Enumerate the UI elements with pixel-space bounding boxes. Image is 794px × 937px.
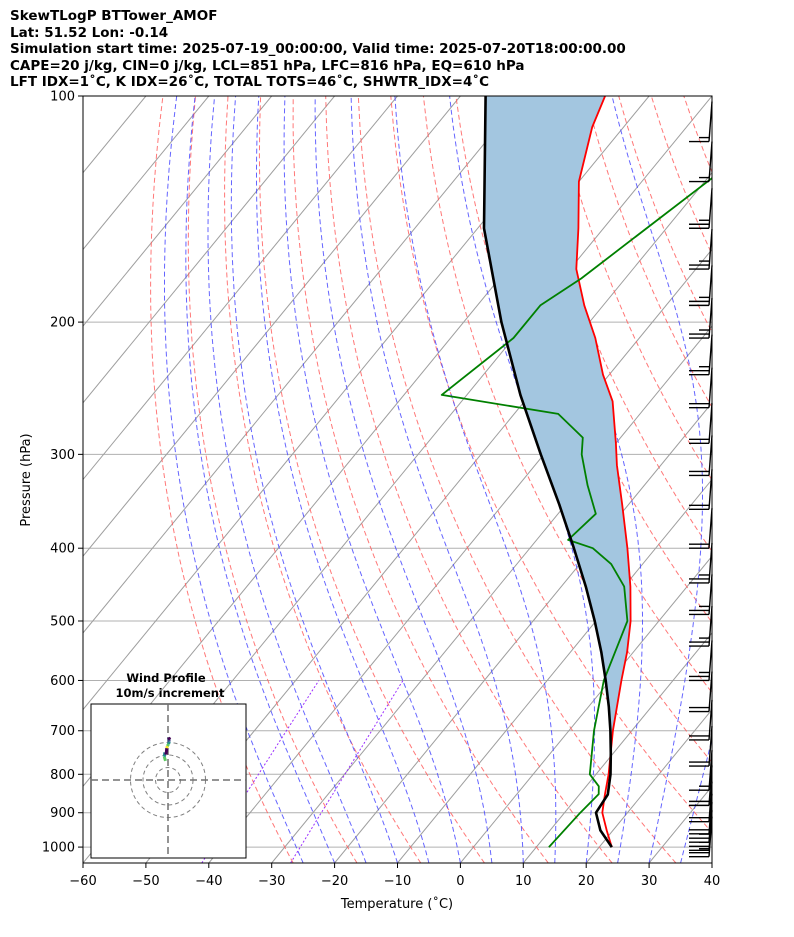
moist-adiabat xyxy=(711,861,712,863)
y-tick-label: 200 xyxy=(50,316,75,331)
dry-adiabat xyxy=(292,96,549,863)
x-tick-label: −10 xyxy=(384,874,411,889)
x-tick-label: 10 xyxy=(515,874,532,889)
isotherm-line xyxy=(83,96,524,634)
dry-adiabat xyxy=(716,96,794,863)
chart-header: SkewTLogP BTTower_AMOF Lat: 51.52 Lon: -… xyxy=(10,8,626,91)
y-tick-label: 300 xyxy=(50,448,75,463)
hodograph-segment xyxy=(165,745,169,749)
cape-shading xyxy=(484,96,631,798)
moist-adiabat xyxy=(314,96,493,863)
moist-adiabat xyxy=(611,96,703,863)
dry-adiabat xyxy=(390,96,712,834)
hodograph-segment xyxy=(164,747,169,755)
dewpoint-profile xyxy=(440,176,712,848)
indices-line: CAPE=20 j/kg, CIN=0 j/kg, LCL=851 hPa, L… xyxy=(10,57,525,74)
mixing-ratio-line xyxy=(290,680,404,863)
isotherm-line xyxy=(83,96,273,327)
hodograph-segment xyxy=(166,743,170,747)
isotherm-line xyxy=(83,96,84,97)
moist-adiabat xyxy=(164,96,304,863)
x-tick-label: −40 xyxy=(195,874,222,889)
isotherm-line xyxy=(83,96,461,557)
isotherm-line xyxy=(585,708,712,863)
y-tick-label: 700 xyxy=(50,724,75,739)
sounding-profiles xyxy=(440,96,712,848)
isotherm-line xyxy=(711,862,712,863)
dry-adiabat xyxy=(357,96,677,863)
x-tick-label: 20 xyxy=(578,874,595,889)
wind-profile-inset: Wind Profile 10m/s increment xyxy=(90,671,247,859)
moist-adiabat xyxy=(256,96,430,863)
dry-adiabat xyxy=(187,96,358,863)
isotherm-line xyxy=(83,96,398,481)
isotherm-line xyxy=(83,96,587,711)
dry-adiabat xyxy=(150,96,294,863)
temperature-profile xyxy=(575,96,632,848)
moist-adiabat xyxy=(207,96,367,863)
moist-adiabat xyxy=(350,96,524,863)
x-tick-label: 40 xyxy=(704,874,721,889)
x-tick-label: −50 xyxy=(132,874,159,889)
isotherm-line xyxy=(83,96,210,251)
dry-adiabat xyxy=(749,96,794,863)
wind-barbs xyxy=(689,101,713,858)
dry-adiabat xyxy=(325,96,613,863)
dry-adiabat xyxy=(422,96,712,764)
x-tick-label: −20 xyxy=(321,874,348,889)
parcel-profile xyxy=(482,96,613,848)
isotherm-line xyxy=(522,632,712,863)
cape-area xyxy=(484,96,631,798)
y-tick-label: 100 xyxy=(50,90,75,105)
time-line: Simulation start time: 2025-07-19_00:00:… xyxy=(10,41,626,57)
dry-adiabat xyxy=(553,96,712,481)
moist-adiabat xyxy=(283,96,461,863)
chart-title: SkewTLogP BTTower_AMOF xyxy=(10,8,218,24)
x-tick-label: 30 xyxy=(641,874,658,889)
y-tick-label: 600 xyxy=(50,674,75,689)
location-line: Lat: 51.52 Lon: -0.14 xyxy=(10,24,169,41)
isotherm-line xyxy=(397,478,712,863)
x-axis-label: Temperature (˚C) xyxy=(340,896,453,912)
x-tick-label: 0 xyxy=(456,874,464,889)
stability-line: LFT IDX=1˚C, K IDX=26˚C, TOTAL TOTS=46˚C… xyxy=(10,74,490,90)
dry-adiabat xyxy=(258,96,485,863)
y-tick-label: 1000 xyxy=(42,841,75,856)
x-tick-label: −30 xyxy=(258,874,285,889)
isotherm-line xyxy=(460,555,712,863)
y-tick-label: 400 xyxy=(50,542,75,557)
x-tick-label: −60 xyxy=(69,874,96,889)
isotherm-line xyxy=(83,96,335,404)
dry-adiabat xyxy=(782,96,794,863)
axes: −60 −50 −40 −30 −20 −10 0 10 20 30 40 1000 900 800 700… xyxy=(42,90,720,890)
inset-subtitle: 10m/s increment xyxy=(116,686,225,700)
y-tick-label: 900 xyxy=(50,806,75,821)
hodograph-segment xyxy=(167,736,172,741)
isotherm-line xyxy=(334,402,712,863)
moist-adiabat xyxy=(394,96,557,863)
moist-adiabat xyxy=(185,96,336,863)
y-tick-label: 800 xyxy=(50,768,75,783)
hodograph-segment xyxy=(162,756,167,762)
y-axis-label: Pressure (hPa) xyxy=(19,433,34,526)
inset-title: Wind Profile xyxy=(126,671,206,685)
y-tick-label: 500 xyxy=(50,614,75,629)
moist-adiabat xyxy=(230,96,398,863)
isotherm-line xyxy=(145,171,712,863)
hodograph-segment xyxy=(167,741,171,745)
